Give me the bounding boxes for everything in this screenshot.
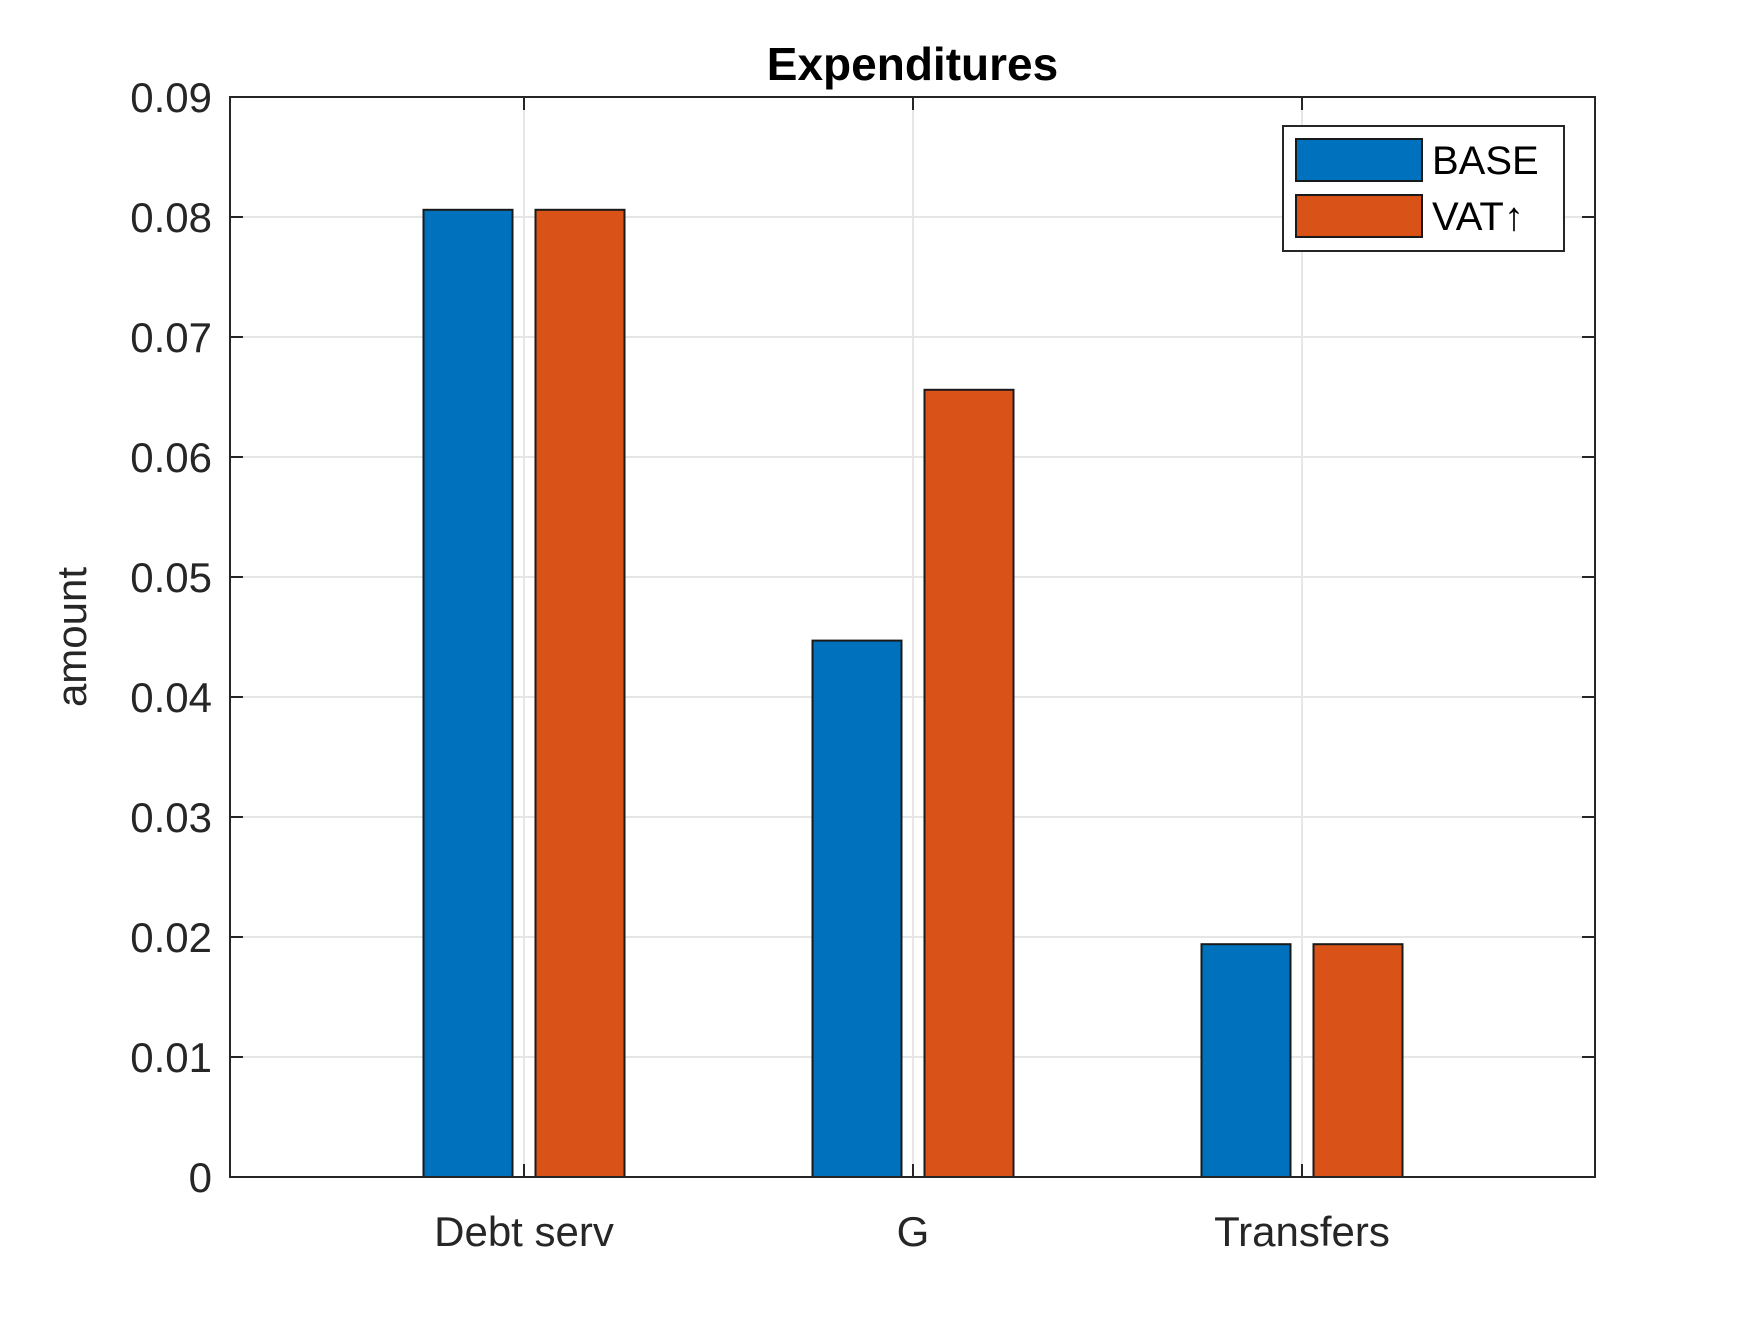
bar-base-2 (1200, 943, 1292, 1179)
legend-swatch-vat (1295, 194, 1423, 238)
bar-vat-0 (534, 208, 626, 1179)
chart-title: Expenditures (767, 38, 1058, 90)
legend: BASE VAT↑ (1282, 125, 1565, 252)
y-tick-label: 0 (189, 1154, 212, 1201)
legend-label-vat: VAT↑ (1432, 195, 1524, 239)
bar-base-0 (422, 208, 514, 1179)
y-tick-label: 0.03 (130, 794, 212, 841)
x-tick-label: G (897, 1208, 930, 1255)
legend-label-base: BASE (1432, 139, 1539, 183)
y-tick-label: 0.09 (130, 74, 212, 121)
ticks-layer (230, 96, 1595, 1178)
y-tick-label: 0.04 (130, 674, 212, 721)
y-tick-label: 0.07 (130, 314, 212, 361)
y-tick-label: 0.05 (130, 554, 212, 601)
bar-vat-1 (923, 388, 1015, 1178)
y-tick-label: 0.02 (130, 914, 212, 961)
y-tick-label: 0.08 (130, 194, 212, 241)
bar-base-1 (811, 639, 903, 1178)
x-tick-label: Debt serv (434, 1208, 614, 1255)
bar-vat-2 (1312, 943, 1404, 1179)
y-tick-label: 0.01 (130, 1034, 212, 1081)
y-tick-label: 0.06 (130, 434, 212, 481)
legend-swatch-base (1295, 138, 1423, 182)
labels-layer: 0 0.01 0.02 0.03 0.04 0.05 0.06 0.07 0.08 0.09 Deb… (130, 74, 1390, 1255)
y-axis-label: amount (48, 567, 95, 707)
x-tick-label: Transfers (1214, 1208, 1390, 1255)
bars-layer (422, 208, 1404, 1179)
